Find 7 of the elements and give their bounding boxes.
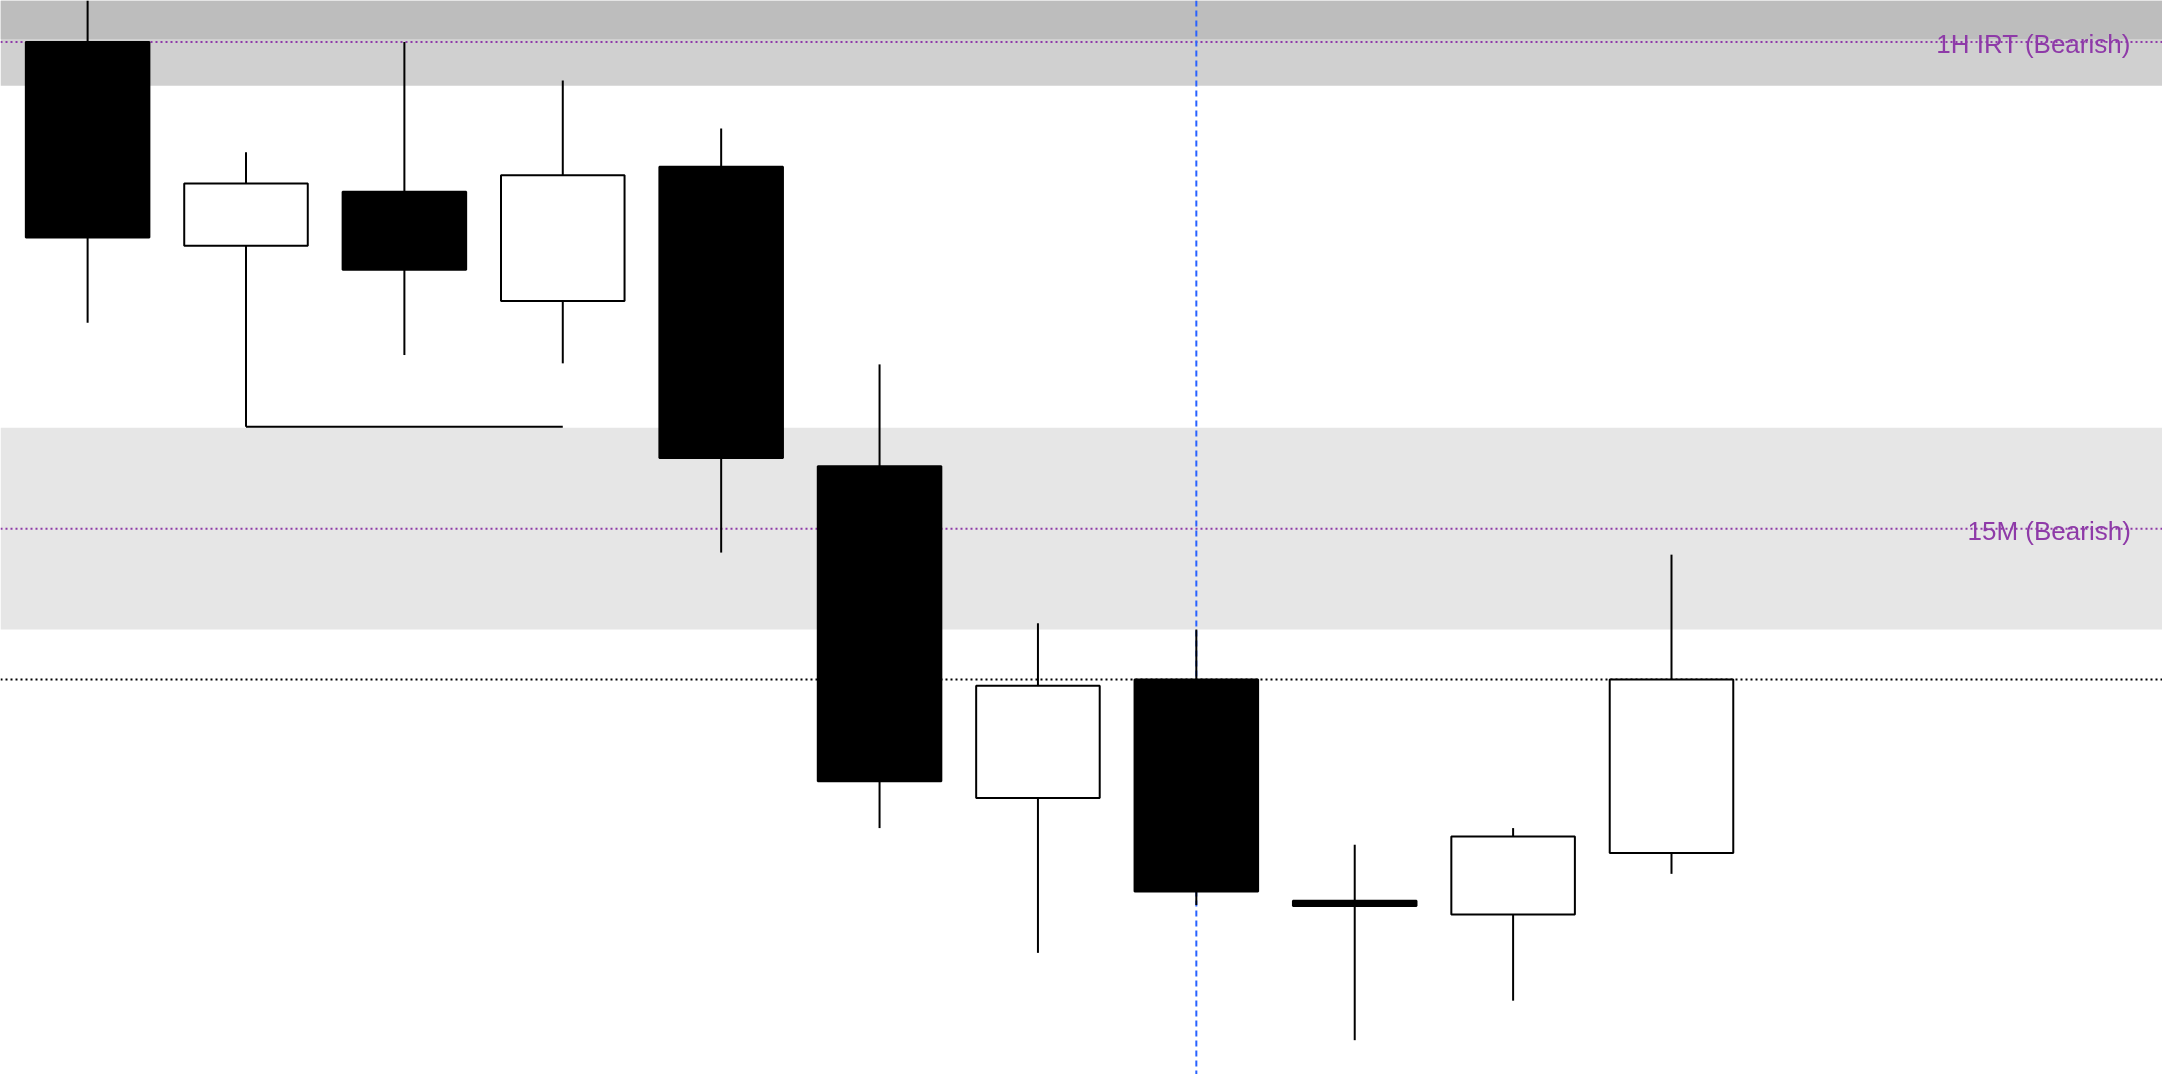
candlestick xyxy=(24,0,151,324)
candlestick xyxy=(658,127,784,554)
candlestick xyxy=(341,41,468,357)
candlestick xyxy=(1291,843,1418,1042)
candlestick xyxy=(500,79,626,365)
ref-line-label: 1H IRT (Bearish) xyxy=(1936,29,2131,60)
ref-line-label: 15M (Bearish) xyxy=(1967,515,2131,546)
